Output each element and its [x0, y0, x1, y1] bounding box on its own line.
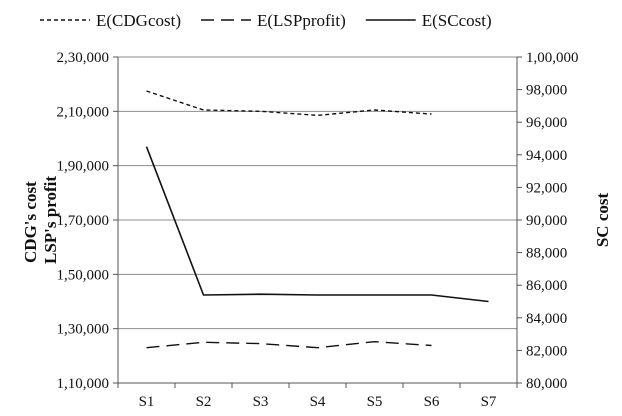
x-tick-label: S4	[310, 394, 326, 410]
x-tick-label: S5	[367, 394, 383, 410]
right-tick-label: 82,000	[526, 343, 567, 359]
x-tick-label: S6	[424, 394, 440, 410]
legend-label: E(LSPprofit)	[257, 11, 346, 30]
right-tick-label: 94,000	[526, 148, 567, 164]
left-tick-label: 2,10,000	[57, 104, 110, 120]
legend-label: E(SCcost)	[422, 11, 492, 30]
left-tick-label: 1,70,000	[57, 213, 110, 229]
right-tick-label: 98,000	[526, 83, 567, 99]
x-tick-label: S2	[196, 394, 212, 410]
left-axis-title: CDG's cost LSP's profit	[21, 176, 60, 264]
right-tick-label: 96,000	[526, 115, 567, 131]
right-tick-label: 84,000	[526, 311, 567, 327]
right-tick-label: 86,000	[526, 278, 567, 294]
right-tick-label: 90,000	[526, 213, 567, 229]
x-tick-label: S7	[481, 394, 497, 410]
right-tick-label: 80,000	[526, 376, 567, 392]
left-tick-label: 1,30,000	[57, 322, 110, 338]
grid-lines	[118, 56, 517, 384]
left-tick-label: 1,50,000	[57, 267, 110, 283]
left-tick-label: 2,30,000	[57, 50, 110, 66]
left-axis-title-line-2: LSP's profit	[41, 176, 60, 264]
series-lines	[145, 90, 489, 349]
left-axis-ticks: 1,10,000 1,30,000 1,50,000 1,70,000 1,90,000…	[57, 50, 118, 392]
series-line-ecdgcost	[146, 90, 432, 117]
legend: E(CDGcost) E(LSPprofit) E(SCcost)	[40, 11, 492, 30]
x-axis-ticks: S1 S2 S3 S4 S5 S6 S7	[117, 383, 518, 410]
x-tick-label: S3	[253, 394, 269, 410]
right-axis-ticks: 80,000 82,000 84,000 86,000 88,000 90,000 92,0…	[517, 50, 579, 392]
left-tick-label: 1,90,000	[57, 159, 110, 175]
legend-label: E(CDGcost)	[96, 11, 181, 30]
series-line-elspprofit	[146, 340, 432, 349]
left-axis-title-line-1: CDG's cost	[21, 181, 40, 263]
series-line-esccost	[145, 146, 489, 303]
right-tick-label: 88,000	[526, 246, 567, 262]
right-axis-title: SC cost	[593, 193, 612, 248]
right-tick-label: 1,00,000	[526, 50, 579, 66]
left-tick-label: 1,10,000	[57, 376, 110, 392]
x-tick-label: S1	[139, 394, 155, 410]
right-tick-label: 92,000	[526, 180, 567, 196]
